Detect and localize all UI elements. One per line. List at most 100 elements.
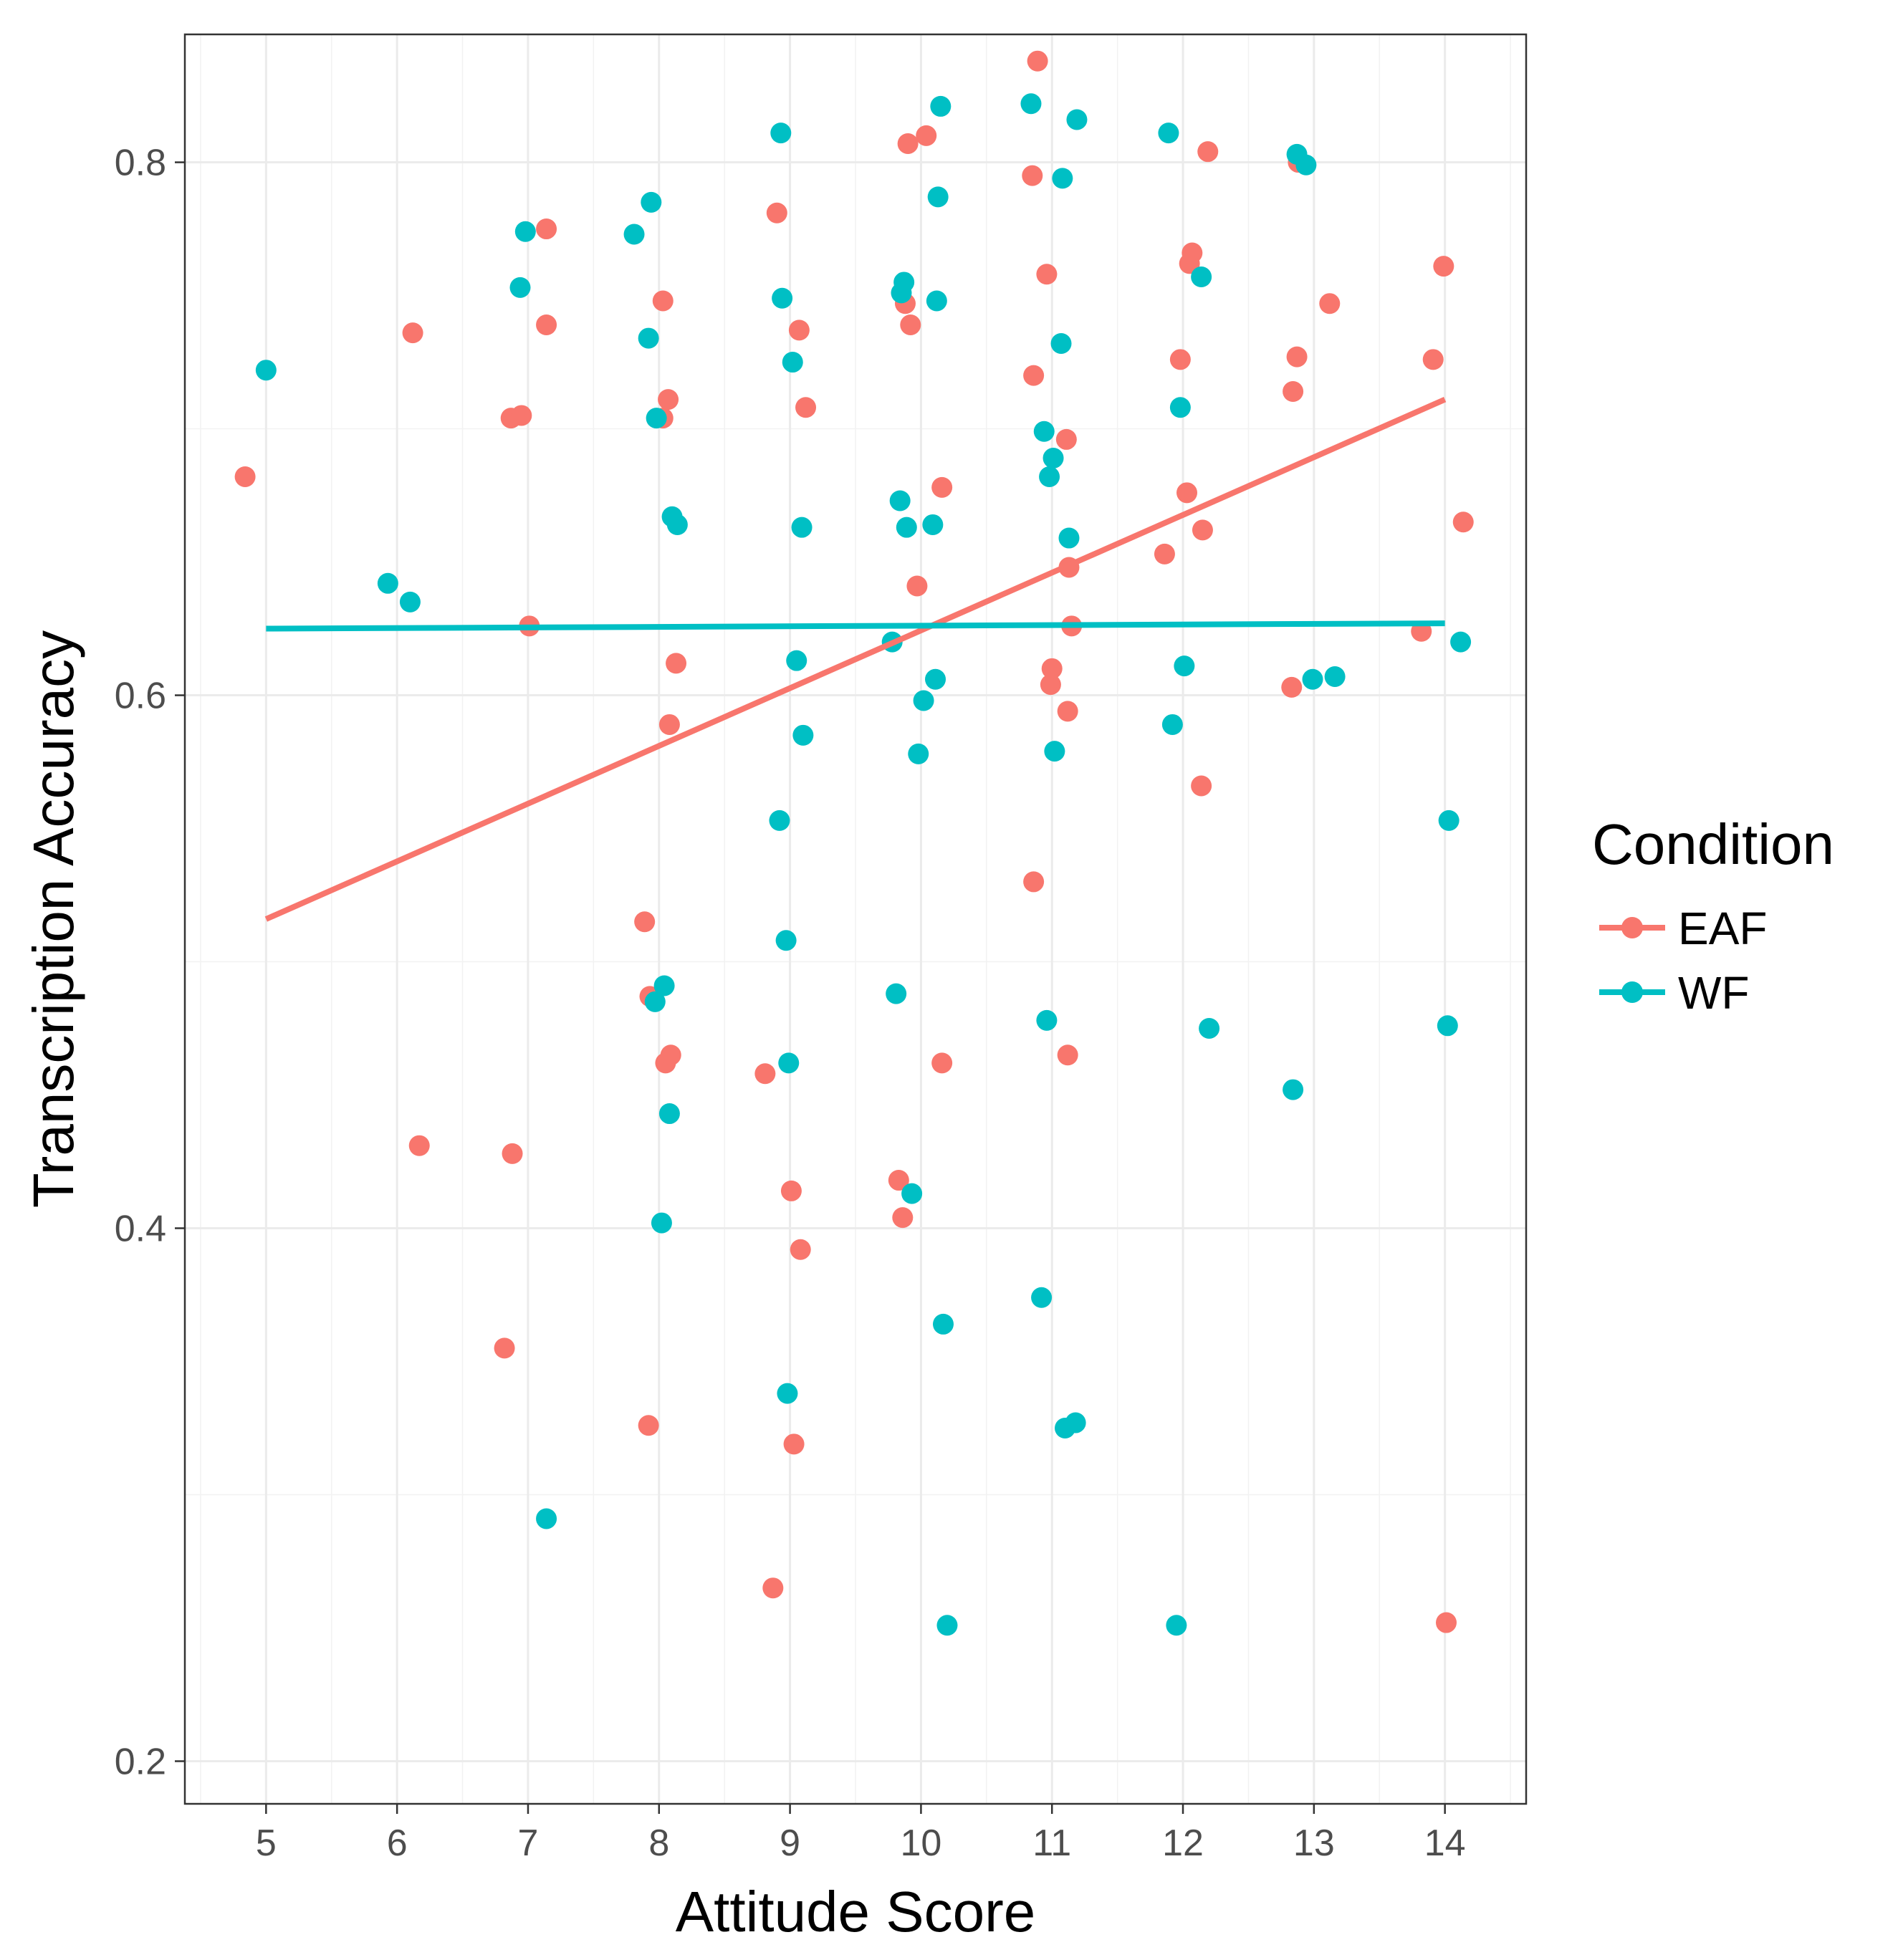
data-point-wf bbox=[930, 95, 952, 117]
data-point-wf bbox=[1066, 109, 1088, 130]
data-point-eaf bbox=[1191, 775, 1212, 797]
data-point-wf bbox=[1043, 447, 1064, 469]
data-point-wf bbox=[772, 287, 793, 309]
data-point-eaf bbox=[1197, 141, 1219, 163]
data-point-eaf bbox=[1319, 293, 1341, 314]
minor-y-gridlines bbox=[185, 428, 1526, 1496]
data-point-eaf bbox=[1041, 658, 1063, 679]
data-point-eaf bbox=[900, 314, 921, 335]
data-point-wf bbox=[886, 983, 907, 1004]
data-point-wf bbox=[1020, 93, 1042, 115]
data-point-wf bbox=[786, 650, 807, 671]
data-point-eaf bbox=[1435, 1612, 1457, 1633]
data-point-wf bbox=[641, 191, 662, 213]
data-point-wf bbox=[791, 517, 813, 538]
data-point-wf bbox=[927, 186, 949, 208]
data-point-wf bbox=[638, 327, 659, 349]
data-point-wf bbox=[653, 975, 675, 996]
y-tick-label: 0.8 bbox=[115, 143, 166, 184]
data-point-wf bbox=[1166, 1615, 1187, 1636]
data-point-wf bbox=[1450, 631, 1472, 653]
data-point-eaf bbox=[762, 1577, 784, 1599]
data-point-wf bbox=[1169, 397, 1191, 418]
data-point-wf bbox=[896, 517, 917, 538]
data-point-eaf bbox=[1055, 428, 1077, 450]
data-point-eaf bbox=[1192, 519, 1213, 541]
data-point-wf bbox=[658, 1103, 680, 1125]
trend-line-wf bbox=[266, 620, 1445, 632]
data-point-eaf bbox=[888, 1170, 909, 1191]
data-point-eaf bbox=[658, 714, 680, 735]
trend-lines bbox=[264, 396, 1447, 922]
data-point-wf bbox=[936, 1615, 958, 1636]
data-point-eaf bbox=[892, 1207, 914, 1229]
data-point-eaf bbox=[634, 911, 656, 933]
data-point-eaf bbox=[931, 476, 953, 498]
data-point-wf bbox=[514, 221, 536, 242]
data-point-wf bbox=[1174, 655, 1195, 677]
data-point-eaf bbox=[402, 322, 423, 344]
data-point-eaf bbox=[931, 1052, 953, 1074]
x-tick-label: 12 bbox=[1162, 1822, 1204, 1864]
panel-border bbox=[183, 33, 1528, 1805]
data-point-eaf bbox=[1182, 242, 1203, 264]
legend-title: Condition bbox=[1592, 812, 1834, 876]
x-tick-label: 13 bbox=[1293, 1822, 1335, 1864]
data-point-eaf bbox=[658, 389, 679, 410]
data-point-wf bbox=[644, 991, 666, 1012]
data-point-wf bbox=[889, 490, 911, 511]
data-point-wf bbox=[922, 514, 944, 535]
data-point-wf bbox=[646, 408, 667, 429]
data-point-eaf bbox=[1422, 349, 1444, 370]
x-tick-label: 5 bbox=[256, 1822, 277, 1864]
data-point-eaf bbox=[1286, 346, 1308, 368]
data-point-wf bbox=[377, 572, 398, 594]
data-point-eaf bbox=[1057, 701, 1078, 722]
data-point-wf bbox=[1199, 1018, 1220, 1039]
data-point-eaf bbox=[1169, 349, 1191, 370]
data-point-eaf bbox=[916, 125, 937, 146]
data-point-wf bbox=[1283, 1079, 1304, 1100]
data-point-wf bbox=[1295, 154, 1317, 176]
data-point-eaf bbox=[638, 1415, 659, 1436]
legend: Condition EAF WF bbox=[1592, 812, 1834, 1019]
data-point-eaf bbox=[652, 290, 674, 312]
legend-label-wf: WF bbox=[1678, 967, 1750, 1019]
data-point-wf bbox=[1031, 1287, 1053, 1308]
data-point-wf bbox=[932, 1313, 954, 1335]
x-tick-label: 11 bbox=[1032, 1822, 1071, 1864]
data-point-eaf bbox=[1057, 1044, 1078, 1066]
legend-label-eaf: EAF bbox=[1678, 903, 1767, 954]
data-point-eaf bbox=[494, 1337, 515, 1359]
data-point-wf bbox=[1065, 1412, 1086, 1433]
x-axis-title: Attitude Score bbox=[676, 1880, 1036, 1944]
data-point-wf bbox=[536, 1508, 557, 1529]
data-point-eaf bbox=[1281, 676, 1303, 698]
data-point-eaf bbox=[1154, 543, 1175, 565]
data-point-wf bbox=[651, 1212, 672, 1234]
data-point-wf bbox=[255, 360, 277, 381]
data-point-eaf bbox=[1022, 165, 1043, 186]
data-point-wf bbox=[770, 123, 792, 144]
data-point-wf bbox=[1437, 1015, 1458, 1037]
data-point-eaf bbox=[408, 1135, 430, 1156]
data-point-eaf bbox=[795, 397, 817, 418]
data-point-eaf bbox=[536, 314, 557, 335]
data-point-wf bbox=[792, 724, 814, 746]
data-point-wf bbox=[1158, 123, 1179, 144]
data-point-eaf bbox=[906, 575, 928, 597]
data-point-wf bbox=[1052, 168, 1073, 189]
data-point-wf bbox=[777, 1383, 798, 1404]
data-point-wf bbox=[908, 743, 929, 764]
x-tick-label: 6 bbox=[387, 1822, 408, 1864]
y-tick-label: 0.2 bbox=[115, 1741, 166, 1782]
data-point-wf bbox=[1039, 466, 1060, 487]
data-point-wf bbox=[1058, 527, 1080, 549]
data-point-wf bbox=[666, 514, 688, 535]
data-point-eaf bbox=[666, 653, 687, 674]
data-point-wf bbox=[399, 591, 421, 612]
data-point-wf bbox=[913, 690, 934, 711]
data-point-wf bbox=[1438, 810, 1460, 831]
